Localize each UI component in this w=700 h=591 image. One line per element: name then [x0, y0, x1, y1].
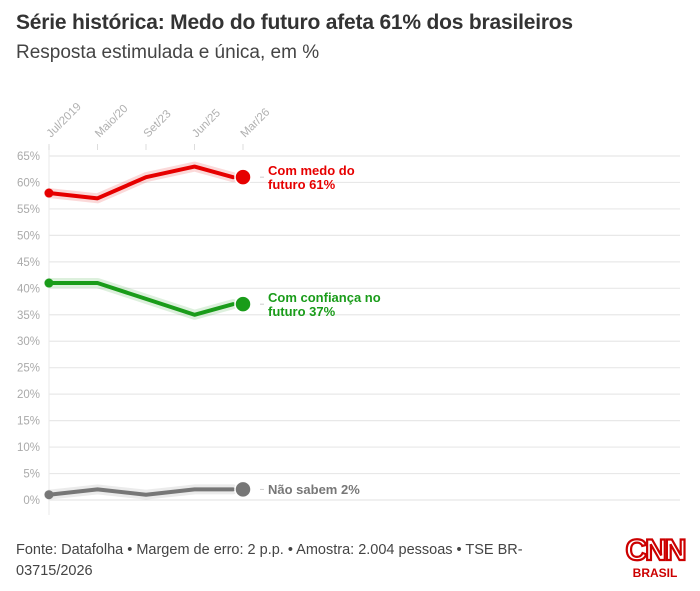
chart-subtitle: Resposta estimulada e única, em %: [16, 42, 320, 63]
y-tick-label: 20%: [17, 389, 40, 401]
x-tick-label: Mar/26: [239, 106, 273, 140]
y-tick-label: 0%: [23, 495, 40, 507]
y-tick-label: 50%: [17, 230, 40, 242]
series-label: Com confiança no: [268, 290, 381, 305]
y-tick-label: 15%: [17, 416, 40, 428]
start-point: [44, 188, 54, 198]
x-axis-ticks: Jul/2019 Maio/20 Set/23 Jun/25 Mar/26: [45, 101, 273, 150]
y-tick-label: 5%: [23, 469, 40, 481]
series-lines: [44, 161, 252, 500]
y-tick-label: 30%: [17, 336, 40, 348]
start-point: [44, 490, 54, 500]
line-chart: Jul/2019 Maio/20 Set/23 Jun/25 Mar/26 0% 5% 10…: [17, 101, 680, 515]
x-tick-label: Set/23: [142, 108, 174, 140]
series-line: [47, 487, 235, 497]
logo-brand: CNN: [626, 534, 685, 567]
series-label: futuro 37%: [268, 304, 336, 319]
y-tick-label: 40%: [17, 283, 40, 295]
logo-sub: BRASIL: [633, 566, 678, 580]
series-label: Com medo do: [268, 163, 355, 178]
y-tick-label: 65%: [17, 151, 40, 163]
end-point: [234, 295, 252, 313]
y-tick-label: 35%: [17, 310, 40, 322]
end-point: [234, 168, 252, 186]
gridlines: [48, 146, 680, 515]
chart-title: Série histórica: Medo do futuro afeta 61…: [16, 11, 573, 34]
y-tick-label: 55%: [17, 204, 40, 216]
series-label: futuro 61%: [268, 177, 336, 192]
y-tick-label: 25%: [17, 363, 40, 375]
x-tick-label: Jul/2019: [45, 101, 84, 140]
source-note: Fonte: Datafolha • Margem de erro: 2 p.p…: [16, 542, 523, 579]
start-point: [44, 278, 54, 288]
series-label: Não sabem 2%: [268, 482, 360, 497]
y-axis-ticks: 0% 5% 10% 15% 20% 25% 30% 35% 40% 45% 50% 55% 60% 65%: [17, 151, 40, 507]
x-tick-label: Maio/20: [93, 103, 130, 140]
cnn-brasil-logo: CNN BRASIL: [624, 533, 688, 580]
series-line: [47, 281, 235, 317]
y-tick-label: 60%: [17, 177, 40, 189]
end-point: [234, 480, 252, 499]
y-tick-label: 45%: [17, 257, 40, 269]
y-tick-label: 10%: [17, 442, 40, 454]
x-tick-label: Jun/25: [190, 107, 223, 140]
series-line: [47, 164, 235, 201]
